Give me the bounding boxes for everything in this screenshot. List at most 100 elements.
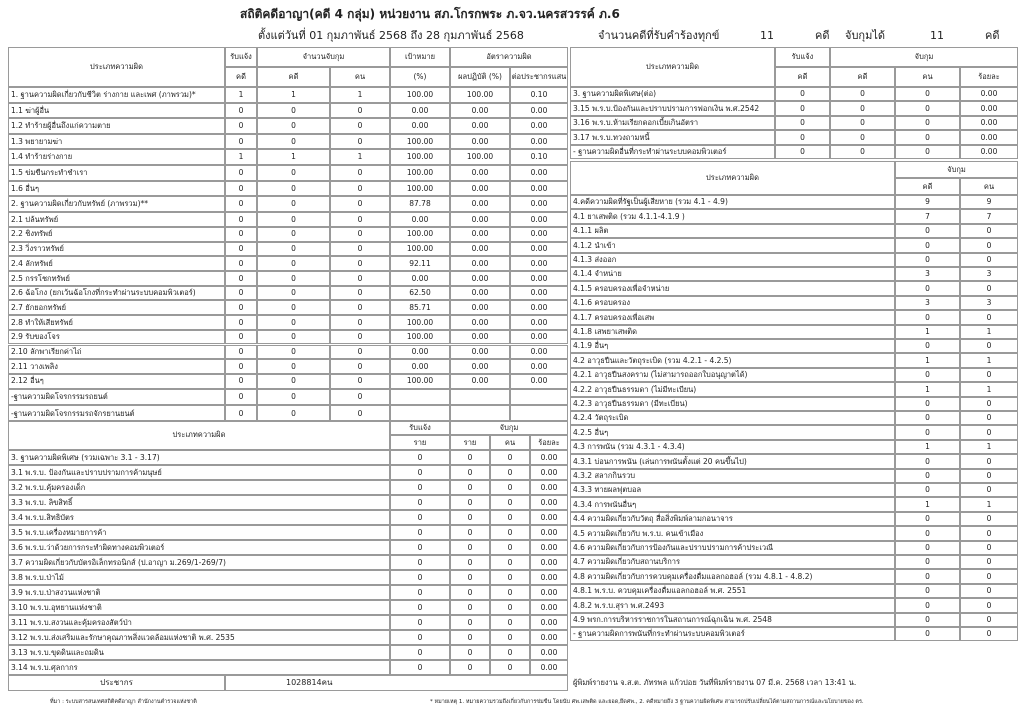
value-cell: 0 — [895, 540, 960, 555]
value-cell: 0.00 — [510, 118, 568, 134]
value-cell: 9 — [895, 195, 960, 210]
value-cell: 0.00 — [530, 585, 568, 600]
row-label: 3.2 พ.ร.บ.คุ้มครองเด็ก — [8, 480, 390, 495]
row-label: 3. ฐานความผิดพิเศษ (รวมเฉพาะ 3.1 - 3.17) — [8, 450, 390, 465]
value-cell: 0 — [225, 359, 257, 374]
value-cell: 0 — [450, 480, 490, 495]
value-cell: 0 — [450, 660, 490, 675]
value-cell: 100.00 — [390, 329, 450, 345]
value-cell: 0.00 — [510, 241, 568, 257]
row-label: 4.2.3 อาวุธปืนธรรมดา (มีทะเบียน) — [570, 396, 895, 411]
report-period: ตั้งแต่วันที่ 01 กุมภาพันธ์ 2568 ถึง 28 … — [258, 29, 524, 42]
value-cell: 0 — [390, 450, 450, 465]
value-cell: 0 — [830, 130, 895, 145]
value-cell: 0 — [960, 281, 1018, 296]
value-cell: 0.00 — [450, 196, 510, 213]
value-cell: 0 — [330, 300, 390, 316]
value-cell: 0 — [257, 196, 330, 213]
value-cell: 0.00 — [510, 300, 568, 316]
value-cell: 0 — [330, 359, 390, 374]
row-label: 4.3.3 ทายผลฟุตบอล — [570, 483, 895, 498]
value-cell: 0 — [895, 411, 960, 426]
value-cell: 0 — [225, 256, 257, 271]
value-cell: 0 — [390, 645, 450, 660]
value-cell: 3 — [960, 267, 1018, 282]
value-cell: 0 — [490, 510, 530, 525]
reported-count: 11 — [760, 29, 774, 42]
value-cell: 0 — [450, 645, 490, 660]
header-cell: คน — [960, 178, 1018, 195]
row-label: 1.2 ทำร้ายผู้อื่นถึงแก่ความตาย — [8, 118, 225, 134]
value-cell: 0 — [490, 585, 530, 600]
value-cell: 0 — [960, 238, 1018, 253]
row-label: 2.5 กรรโชกทรัพย์ — [8, 271, 225, 286]
row-label: 4.1.6 ครอบครอง — [570, 295, 895, 311]
reported-unit: คดี — [815, 29, 830, 42]
value-cell: 0 — [960, 367, 1018, 383]
value-cell: 0 — [330, 180, 390, 197]
value-cell: 0 — [960, 526, 1018, 541]
value-cell: 0 — [895, 130, 960, 145]
footnote: * หมายเหตุ 1. หมายความรวมถึงเกี่ยวกับการ… — [430, 699, 864, 705]
row-label: 4.1.8 เสพยาเสพติด — [570, 324, 895, 339]
header-cell: ร้อยละ — [530, 435, 568, 450]
value-cell: 0 — [390, 555, 450, 570]
value-cell: 0.00 — [450, 165, 510, 181]
value-cell: 1 — [225, 149, 257, 165]
value-cell: 0 — [775, 87, 830, 102]
value-cell: 0 — [775, 115, 830, 131]
value-cell: 1 — [895, 497, 960, 512]
row-label: 4.5 ความผิดเกี่ยวกับ พ.ร.บ. คนเข้าเมือง — [570, 526, 895, 541]
value-cell: 0 — [895, 511, 960, 527]
value-cell: 0 — [225, 212, 257, 227]
value-cell: 100.00 — [390, 226, 450, 242]
row-label: 4.1.1 ผลิต — [570, 223, 895, 239]
value-cell: 0 — [257, 256, 330, 271]
value-cell: 0 — [450, 555, 490, 570]
value-cell: 0.00 — [530, 570, 568, 585]
row-label: 3.5 พ.ร.บ.เครื่องหมายการค้า — [8, 525, 390, 540]
arrested-unit: คดี — [985, 29, 1000, 42]
value-cell: 0 — [895, 367, 960, 383]
value-cell: 0 — [257, 344, 330, 360]
value-cell: 0.00 — [450, 102, 510, 119]
value-cell: 100.00 — [390, 149, 450, 165]
header-cell: จับกุม — [830, 47, 1018, 67]
value-cell: 0 — [895, 144, 960, 159]
value-cell: 0.00 — [450, 180, 510, 197]
value-cell: 0 — [330, 285, 390, 301]
row-label: 4.7 ความผิดเกี่ยวกับสถานบริการ — [570, 555, 895, 570]
value-cell: 0 — [330, 271, 390, 286]
row-label: 4.3.1 บ่อนการพนัน (เล่นการพนันตั้งแต่ 20… — [570, 454, 895, 469]
value-cell: 0.00 — [450, 212, 510, 227]
value-cell: 1 — [895, 439, 960, 455]
row-label: - ฐานความผิดการพนันที่กระทำผ่านระบบคอมพิ… — [570, 627, 895, 642]
value-cell: 0.00 — [960, 101, 1018, 116]
value-cell: 0 — [330, 226, 390, 242]
value-cell — [390, 388, 450, 406]
value-cell: 0 — [450, 540, 490, 555]
row-label: 2.4 ลักทรัพย์ — [8, 256, 225, 271]
row-label: 4.2.4 วัตถุระเบิด — [570, 411, 895, 426]
row-label: 2.8 ทำให้เสียทรัพย์ — [8, 315, 225, 330]
header-cell: ราย — [450, 435, 490, 450]
value-cell: 0 — [960, 569, 1018, 584]
value-cell: 0 — [225, 388, 257, 406]
printed-by: ผู้พิมพ์รายงาน จ.ส.ต. ภัทรพล แก้วปอย วัน… — [573, 678, 857, 687]
header-cell: คดี — [257, 67, 330, 87]
value-cell: 0.00 — [530, 465, 568, 480]
value-cell: 0 — [895, 454, 960, 469]
row-label: 3.4 พ.ร.บ.สิทธิบัตร — [8, 510, 390, 525]
value-cell: 0 — [390, 465, 450, 480]
value-cell: 0 — [895, 252, 960, 267]
value-cell: 0 — [390, 570, 450, 585]
value-cell: 0 — [895, 526, 960, 541]
value-cell: 0 — [390, 600, 450, 615]
value-cell: 0 — [257, 102, 330, 119]
value-cell: 0 — [330, 373, 390, 389]
value-cell: 0.00 — [450, 118, 510, 134]
value-cell: 0 — [257, 226, 330, 242]
value-cell: 0 — [960, 454, 1018, 469]
value-cell: 100.00 — [450, 149, 510, 165]
value-cell: 0 — [490, 450, 530, 465]
